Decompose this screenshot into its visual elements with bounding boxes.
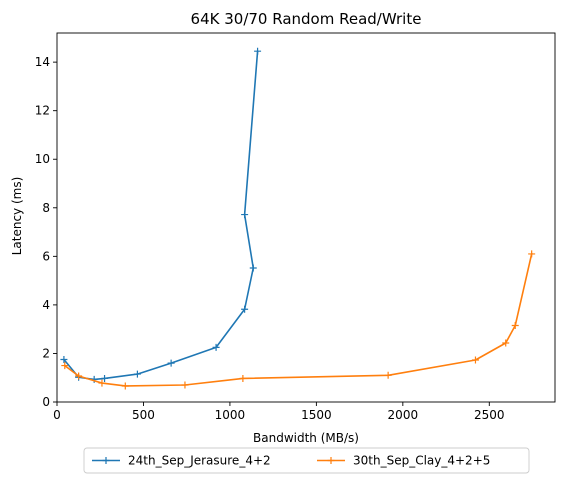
- series-2-point-7: [384, 371, 392, 379]
- series-2-point-1: [61, 362, 69, 370]
- x-tick-label: 1000: [215, 408, 246, 422]
- x-tick-label: 2000: [388, 408, 419, 422]
- x-tick-label: 1500: [301, 408, 332, 422]
- y-tick-label: 12: [35, 104, 50, 118]
- y-tick-label: 14: [35, 55, 50, 69]
- axes-frame: [56, 32, 556, 403]
- series-1-point-11: [254, 47, 262, 55]
- series-1-point-7: [212, 343, 220, 351]
- x-tick-label: 2500: [474, 408, 505, 422]
- series-2-line: [63, 252, 533, 387]
- y-tick-label: 10: [35, 152, 50, 166]
- legend-marker-2: [327, 457, 335, 464]
- series-2-point-5: [181, 381, 189, 389]
- series-1: [60, 47, 262, 383]
- x-axis-label: Bandwidth (MB/s): [253, 431, 359, 445]
- series-2-point-9: [502, 339, 510, 347]
- legend-label-2: 30th_Sep_Clay_4+2+5: [353, 454, 490, 468]
- series-1-point-1: [60, 356, 68, 364]
- series-1-point-6: [167, 359, 175, 367]
- chart-title: 64K 30/70 Random Read/Write: [191, 10, 422, 28]
- y-tick-label: 8: [42, 201, 50, 215]
- series-1-line: [62, 50, 259, 381]
- series-2-point-10: [511, 322, 519, 330]
- x-tick-label: 500: [132, 408, 155, 422]
- legend-label-1: 24th_Sep_Jerasure_4+2: [128, 454, 271, 468]
- series-2-point-8: [471, 356, 479, 364]
- legend: 24th_Sep_Jerasure_4+2 30th_Sep_Clay_4+2+5: [83, 447, 530, 474]
- plot-area: 0 500 1000 1500 2000 2500 0 2 4 6 8 10 12 14: [35, 32, 556, 422]
- y-axis-label: Latency (ms): [10, 177, 24, 256]
- series-1-point-5: [133, 370, 141, 378]
- y-tick-label: 6: [42, 249, 50, 263]
- series-2-point-2: [75, 372, 83, 380]
- x-tick-label: 0: [53, 408, 61, 422]
- series-2-point-6: [239, 374, 247, 382]
- series-1-point-10: [241, 211, 249, 219]
- y-tick-label: 2: [42, 346, 50, 360]
- y-tick-label: 0: [42, 395, 50, 409]
- series-2-point-11: [528, 250, 536, 258]
- series-2-point-3: [98, 379, 106, 387]
- series-1-point-4: [101, 374, 109, 382]
- series-1-point-9: [249, 264, 257, 272]
- series-1-point-8: [241, 305, 249, 313]
- y-tick-label: 4: [42, 298, 50, 312]
- legend-marker-1: [102, 457, 110, 464]
- legend-box: [83, 447, 530, 474]
- series-2: [61, 250, 536, 390]
- series-2-point-4: [121, 382, 129, 390]
